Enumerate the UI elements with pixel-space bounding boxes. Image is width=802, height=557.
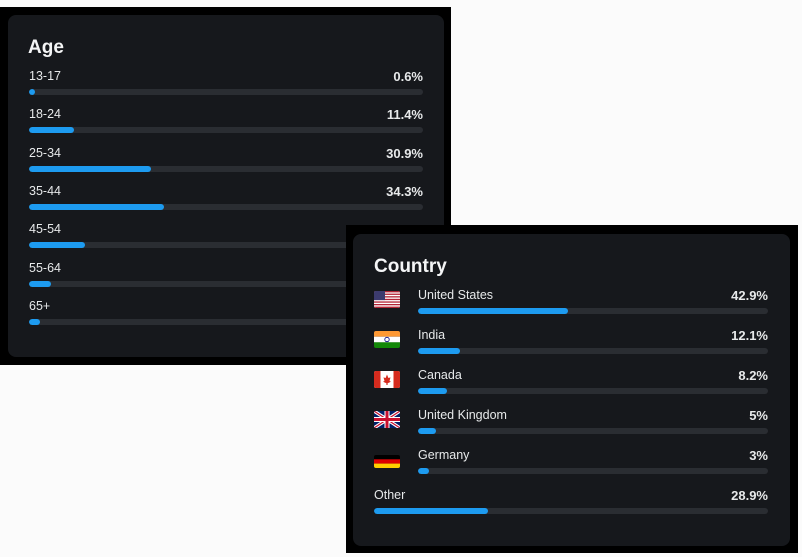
country-row-percent: 5% [749, 408, 768, 423]
age-row-percent: 34.3% [386, 184, 423, 199]
germany-flag-icon [374, 455, 400, 468]
age-row-label: 65+ [29, 299, 51, 313]
age-row-percent: 0.6% [393, 69, 423, 84]
age-title: Age [28, 37, 64, 58]
country-row-label: India [418, 328, 446, 342]
country-bar-track [418, 348, 768, 354]
age-bar-track [29, 242, 423, 248]
country-bar-fill [418, 388, 447, 394]
age-row: 35-44 34.3% [29, 184, 423, 216]
country-row-percent: 3% [749, 448, 768, 463]
country-row: Germany 3% [418, 448, 768, 480]
age-bar-track [29, 89, 423, 95]
age-bar-track [29, 204, 423, 210]
country-row-percent: 12.1% [731, 328, 768, 343]
age-row-label: 25-34 [29, 146, 61, 160]
age-row: 65+ [29, 299, 423, 331]
country-bar-track [418, 388, 768, 394]
age-row-percent: 11.4% [386, 107, 423, 122]
country-title: Country [374, 256, 447, 277]
age-row-label: 35-44 [29, 184, 61, 198]
age-card: Age 13-17 0.6% 18-24 11.4% 25-34 30.9% 3… [8, 15, 444, 357]
uk-flag-icon [374, 411, 400, 428]
us-flag-icon [374, 291, 400, 308]
country-row-label: Canada [418, 368, 462, 382]
age-row-label: 13-17 [29, 69, 61, 83]
country-row: United States 42.9% [418, 288, 768, 320]
country-row-percent: 28.9% [731, 488, 768, 503]
age-row: 13-17 0.6% [29, 69, 423, 101]
age-bar-fill [29, 319, 41, 325]
country-row: Other 28.9% [374, 488, 768, 520]
country-bar-track [418, 428, 768, 434]
age-bar-track [29, 127, 423, 133]
country-bar-fill [418, 308, 569, 314]
age-bar-track [29, 319, 423, 325]
country-bar-fill [418, 428, 436, 434]
age-bar-track [29, 281, 423, 287]
age-bar-track [29, 166, 423, 172]
age-row-label: 55-64 [29, 261, 61, 275]
age-row: 45-54 [29, 222, 423, 254]
age-row-label: 18-24 [29, 107, 61, 121]
age-row: 55-64 [29, 261, 423, 293]
age-bar-fill [29, 127, 74, 133]
country-row-percent: 8.2% [738, 368, 768, 383]
country-bar-fill [374, 508, 488, 514]
country-row-label: United Kingdom [418, 408, 507, 422]
age-row: 18-24 11.4% [29, 107, 423, 139]
age-bar-fill [29, 242, 85, 248]
country-card: Country United States 42.9% India 12.1% [353, 234, 790, 546]
age-bar-fill [29, 166, 151, 172]
age-row-percent: 30.9% [386, 146, 423, 161]
country-row-label: United States [418, 288, 494, 302]
canada-flag-icon [374, 371, 400, 388]
age-bar-fill [29, 281, 51, 287]
age-row-label: 45-54 [29, 222, 61, 236]
india-flag-icon [374, 331, 400, 348]
country-row: Canada 8.2% [418, 368, 768, 400]
country-bar-track [374, 508, 768, 514]
country-row: India 12.1% [418, 328, 768, 360]
country-bar-fill [418, 468, 429, 474]
country-row-label: Germany [418, 448, 470, 462]
age-row: 25-34 30.9% [29, 146, 423, 178]
country-row-percent: 42.9% [731, 288, 768, 303]
country-bar-track [418, 308, 768, 314]
age-bar-fill [29, 204, 165, 210]
age-bar-fill [29, 89, 35, 95]
country-row-label: Other [374, 488, 406, 502]
country-bar-fill [418, 348, 461, 354]
country-bar-track [418, 468, 768, 474]
country-row: United Kingdom 5% [418, 408, 768, 440]
